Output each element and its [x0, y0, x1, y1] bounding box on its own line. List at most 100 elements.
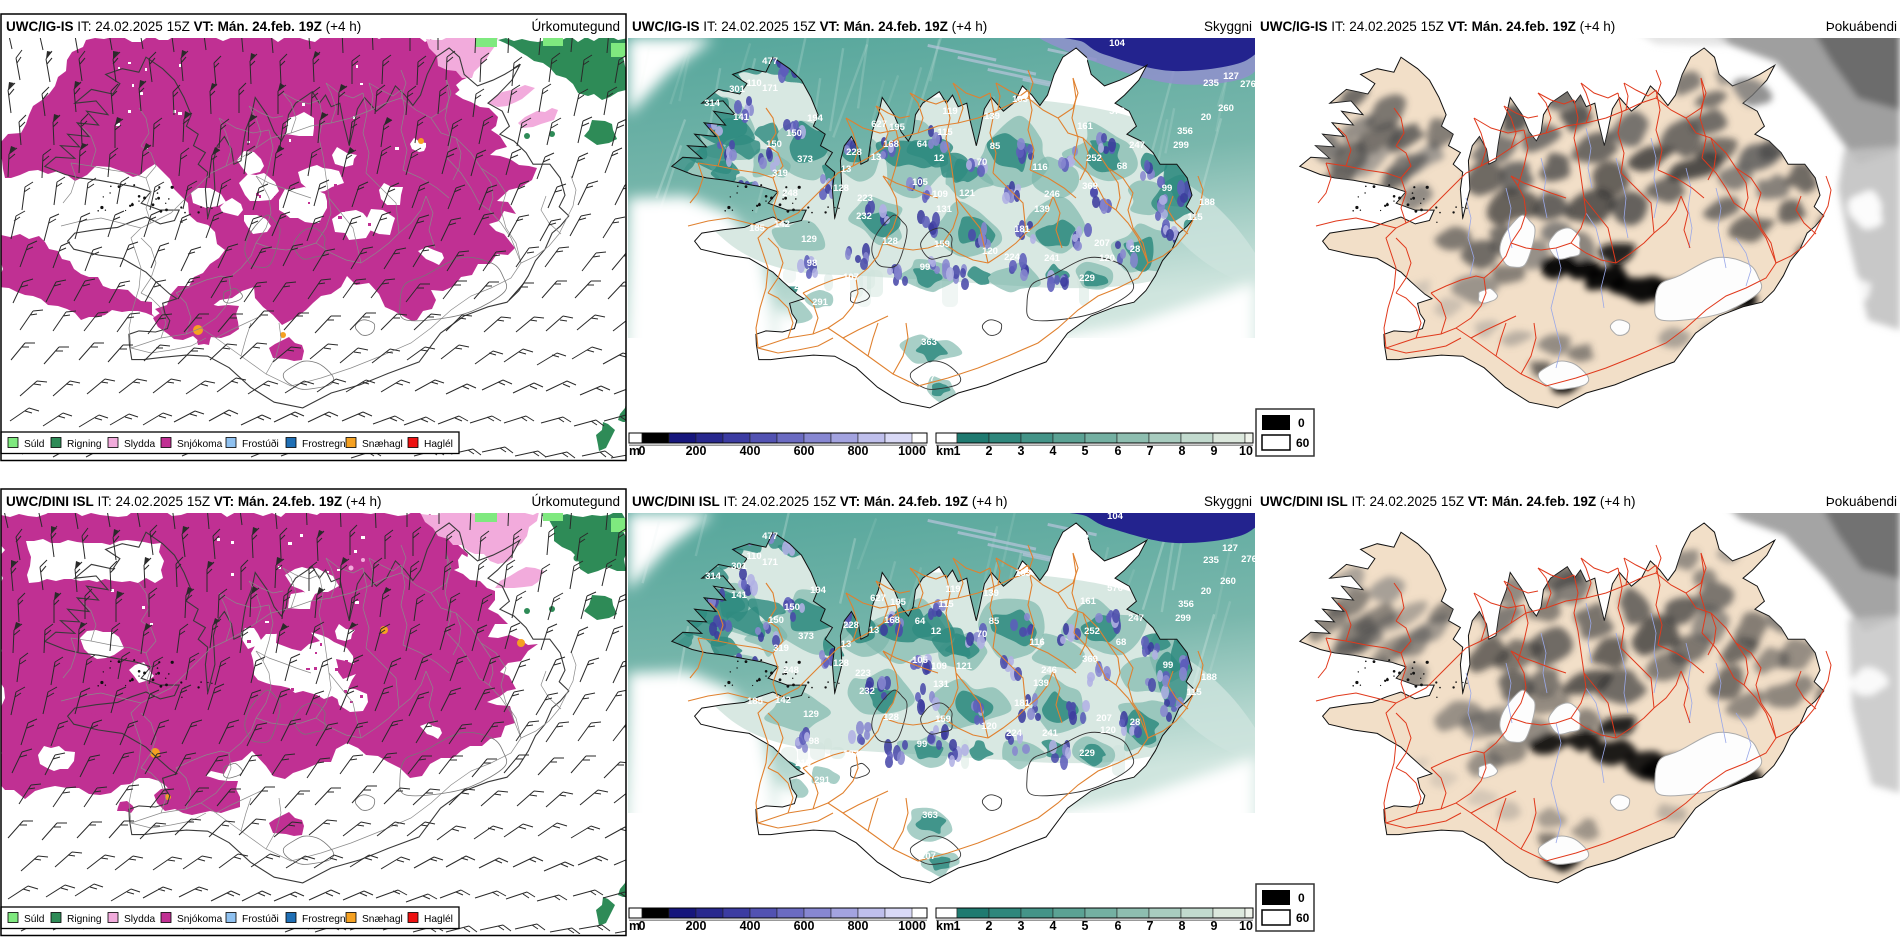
svg-text:373: 373 — [798, 631, 814, 642]
svg-text:228: 228 — [843, 620, 859, 631]
svg-text:70: 70 — [977, 629, 988, 640]
svg-text:171: 171 — [762, 83, 779, 94]
svg-text:252: 252 — [1084, 626, 1100, 637]
svg-text:7: 7 — [1147, 919, 1154, 933]
svg-text:Frostregn: Frostregn — [302, 439, 346, 450]
svg-text:223: 223 — [855, 668, 871, 679]
svg-text:224: 224 — [1006, 728, 1023, 739]
svg-text:1000: 1000 — [898, 444, 926, 458]
svg-text:139: 139 — [984, 111, 1000, 122]
svg-text:116: 116 — [1032, 162, 1047, 173]
svg-text:20: 20 — [1201, 586, 1212, 597]
svg-text:356: 356 — [1177, 126, 1193, 137]
svg-text:UWC/DINI ISL IT: 24.02.2025 15: UWC/DINI ISL IT: 24.02.2025 15Z VT: Mán.… — [6, 494, 382, 509]
svg-text:161: 161 — [1080, 596, 1097, 607]
svg-text:194: 194 — [810, 585, 827, 596]
svg-text:188: 188 — [1201, 672, 1217, 683]
svg-text:224: 224 — [1004, 252, 1021, 263]
svg-text:Haglél: Haglél — [424, 439, 453, 450]
svg-text:10: 10 — [1239, 919, 1253, 933]
svg-text:99: 99 — [917, 739, 928, 750]
svg-text:5: 5 — [1082, 919, 1089, 933]
svg-text:171: 171 — [762, 557, 779, 568]
svg-text:104: 104 — [1109, 38, 1126, 49]
svg-text:Snæhagl: Snæhagl — [362, 439, 403, 450]
svg-text:Skyggni: Skyggni — [1204, 19, 1252, 34]
svg-text:369: 369 — [1082, 654, 1098, 665]
svg-text:2: 2 — [986, 919, 993, 933]
svg-text:Frostúði: Frostúði — [242, 438, 279, 450]
svg-text:232: 232 — [859, 686, 875, 697]
svg-text:13: 13 — [869, 625, 880, 636]
svg-text:142: 142 — [775, 695, 791, 706]
svg-text:369: 369 — [1082, 181, 1098, 192]
svg-text:2: 2 — [986, 444, 993, 458]
svg-text:64: 64 — [915, 616, 926, 627]
svg-text:6: 6 — [1115, 919, 1122, 933]
svg-text:120: 120 — [1099, 253, 1115, 264]
svg-text:229: 229 — [1079, 273, 1095, 284]
svg-text:215: 215 — [794, 281, 811, 292]
svg-text:8: 8 — [1179, 444, 1186, 458]
svg-text:291: 291 — [814, 775, 831, 786]
svg-text:194: 194 — [807, 113, 824, 124]
svg-text:115: 115 — [1186, 687, 1202, 698]
svg-text:Haglél: Haglél — [424, 914, 453, 925]
svg-text:576: 576 — [1109, 106, 1125, 117]
svg-text:85: 85 — [990, 141, 1001, 152]
svg-text:109: 109 — [932, 189, 948, 200]
svg-text:223: 223 — [857, 193, 873, 204]
svg-text:40: 40 — [795, 336, 806, 347]
svg-text:104: 104 — [1107, 511, 1124, 522]
svg-text:301: 301 — [731, 561, 748, 572]
svg-text:363: 363 — [921, 337, 937, 348]
svg-text:188: 188 — [1199, 197, 1215, 208]
svg-text:247: 247 — [1128, 613, 1144, 624]
svg-text:UWC/DINI ISL IT: 24.02.2025 15: UWC/DINI ISL IT: 24.02.2025 15Z VT: Mán.… — [632, 494, 1008, 509]
svg-text:127: 127 — [1223, 71, 1239, 82]
svg-text:Þokuábendi: Þokuábendi — [1826, 494, 1897, 509]
svg-text:800: 800 — [848, 444, 869, 458]
svg-text:99: 99 — [920, 262, 931, 273]
svg-text:28: 28 — [1130, 717, 1141, 728]
svg-text:200: 200 — [686, 444, 707, 458]
svg-text:28: 28 — [1130, 244, 1141, 255]
svg-text:247: 247 — [1129, 140, 1145, 151]
svg-text:0: 0 — [1298, 891, 1305, 905]
svg-text:4: 4 — [1050, 444, 1057, 458]
svg-text:99: 99 — [1162, 183, 1173, 194]
svg-text:246: 246 — [1041, 665, 1057, 676]
svg-text:207: 207 — [1094, 238, 1110, 249]
svg-text:UWC/DINI ISL IT: 24.02.2025 15: UWC/DINI ISL IT: 24.02.2025 15Z VT: Mán.… — [1260, 494, 1636, 509]
svg-text:12: 12 — [934, 153, 945, 164]
svg-text:241: 241 — [1044, 253, 1061, 264]
svg-text:131: 131 — [933, 679, 950, 690]
svg-text:40: 40 — [798, 810, 809, 821]
svg-text:107: 107 — [920, 851, 936, 862]
svg-text:98: 98 — [807, 258, 818, 269]
svg-text:UWC/IG-IS IT: 24.02.2025 15Z V: UWC/IG-IS IT: 24.02.2025 15Z VT: Mán. 24… — [632, 19, 987, 34]
svg-text:129: 129 — [803, 709, 819, 720]
svg-text:105: 105 — [912, 655, 929, 666]
svg-text:168: 168 — [883, 139, 899, 150]
svg-text:248: 248 — [783, 665, 799, 676]
svg-text:181: 181 — [1014, 224, 1031, 235]
svg-text:119: 119 — [942, 106, 957, 117]
svg-text:319: 319 — [772, 168, 788, 179]
svg-text:195: 195 — [889, 122, 906, 133]
svg-text:159: 159 — [935, 714, 951, 725]
svg-text:141: 141 — [733, 112, 750, 123]
svg-text:Snjókoma: Snjókoma — [177, 914, 223, 925]
svg-text:139: 139 — [983, 588, 999, 599]
svg-text:128: 128 — [833, 183, 849, 194]
svg-text:UWC/IG-IS IT: 24.02.2025 15Z V: UWC/IG-IS IT: 24.02.2025 15Z VT: Mán. 24… — [1260, 19, 1615, 34]
svg-text:301: 301 — [729, 84, 746, 95]
svg-text:103: 103 — [1012, 94, 1028, 105]
svg-text:800: 800 — [848, 919, 869, 933]
svg-text:200: 200 — [686, 919, 707, 933]
svg-text:127: 127 — [1222, 543, 1238, 554]
svg-text:107: 107 — [843, 749, 859, 760]
svg-text:131: 131 — [936, 204, 953, 215]
svg-text:150: 150 — [766, 139, 782, 150]
svg-text:627: 627 — [870, 593, 886, 604]
